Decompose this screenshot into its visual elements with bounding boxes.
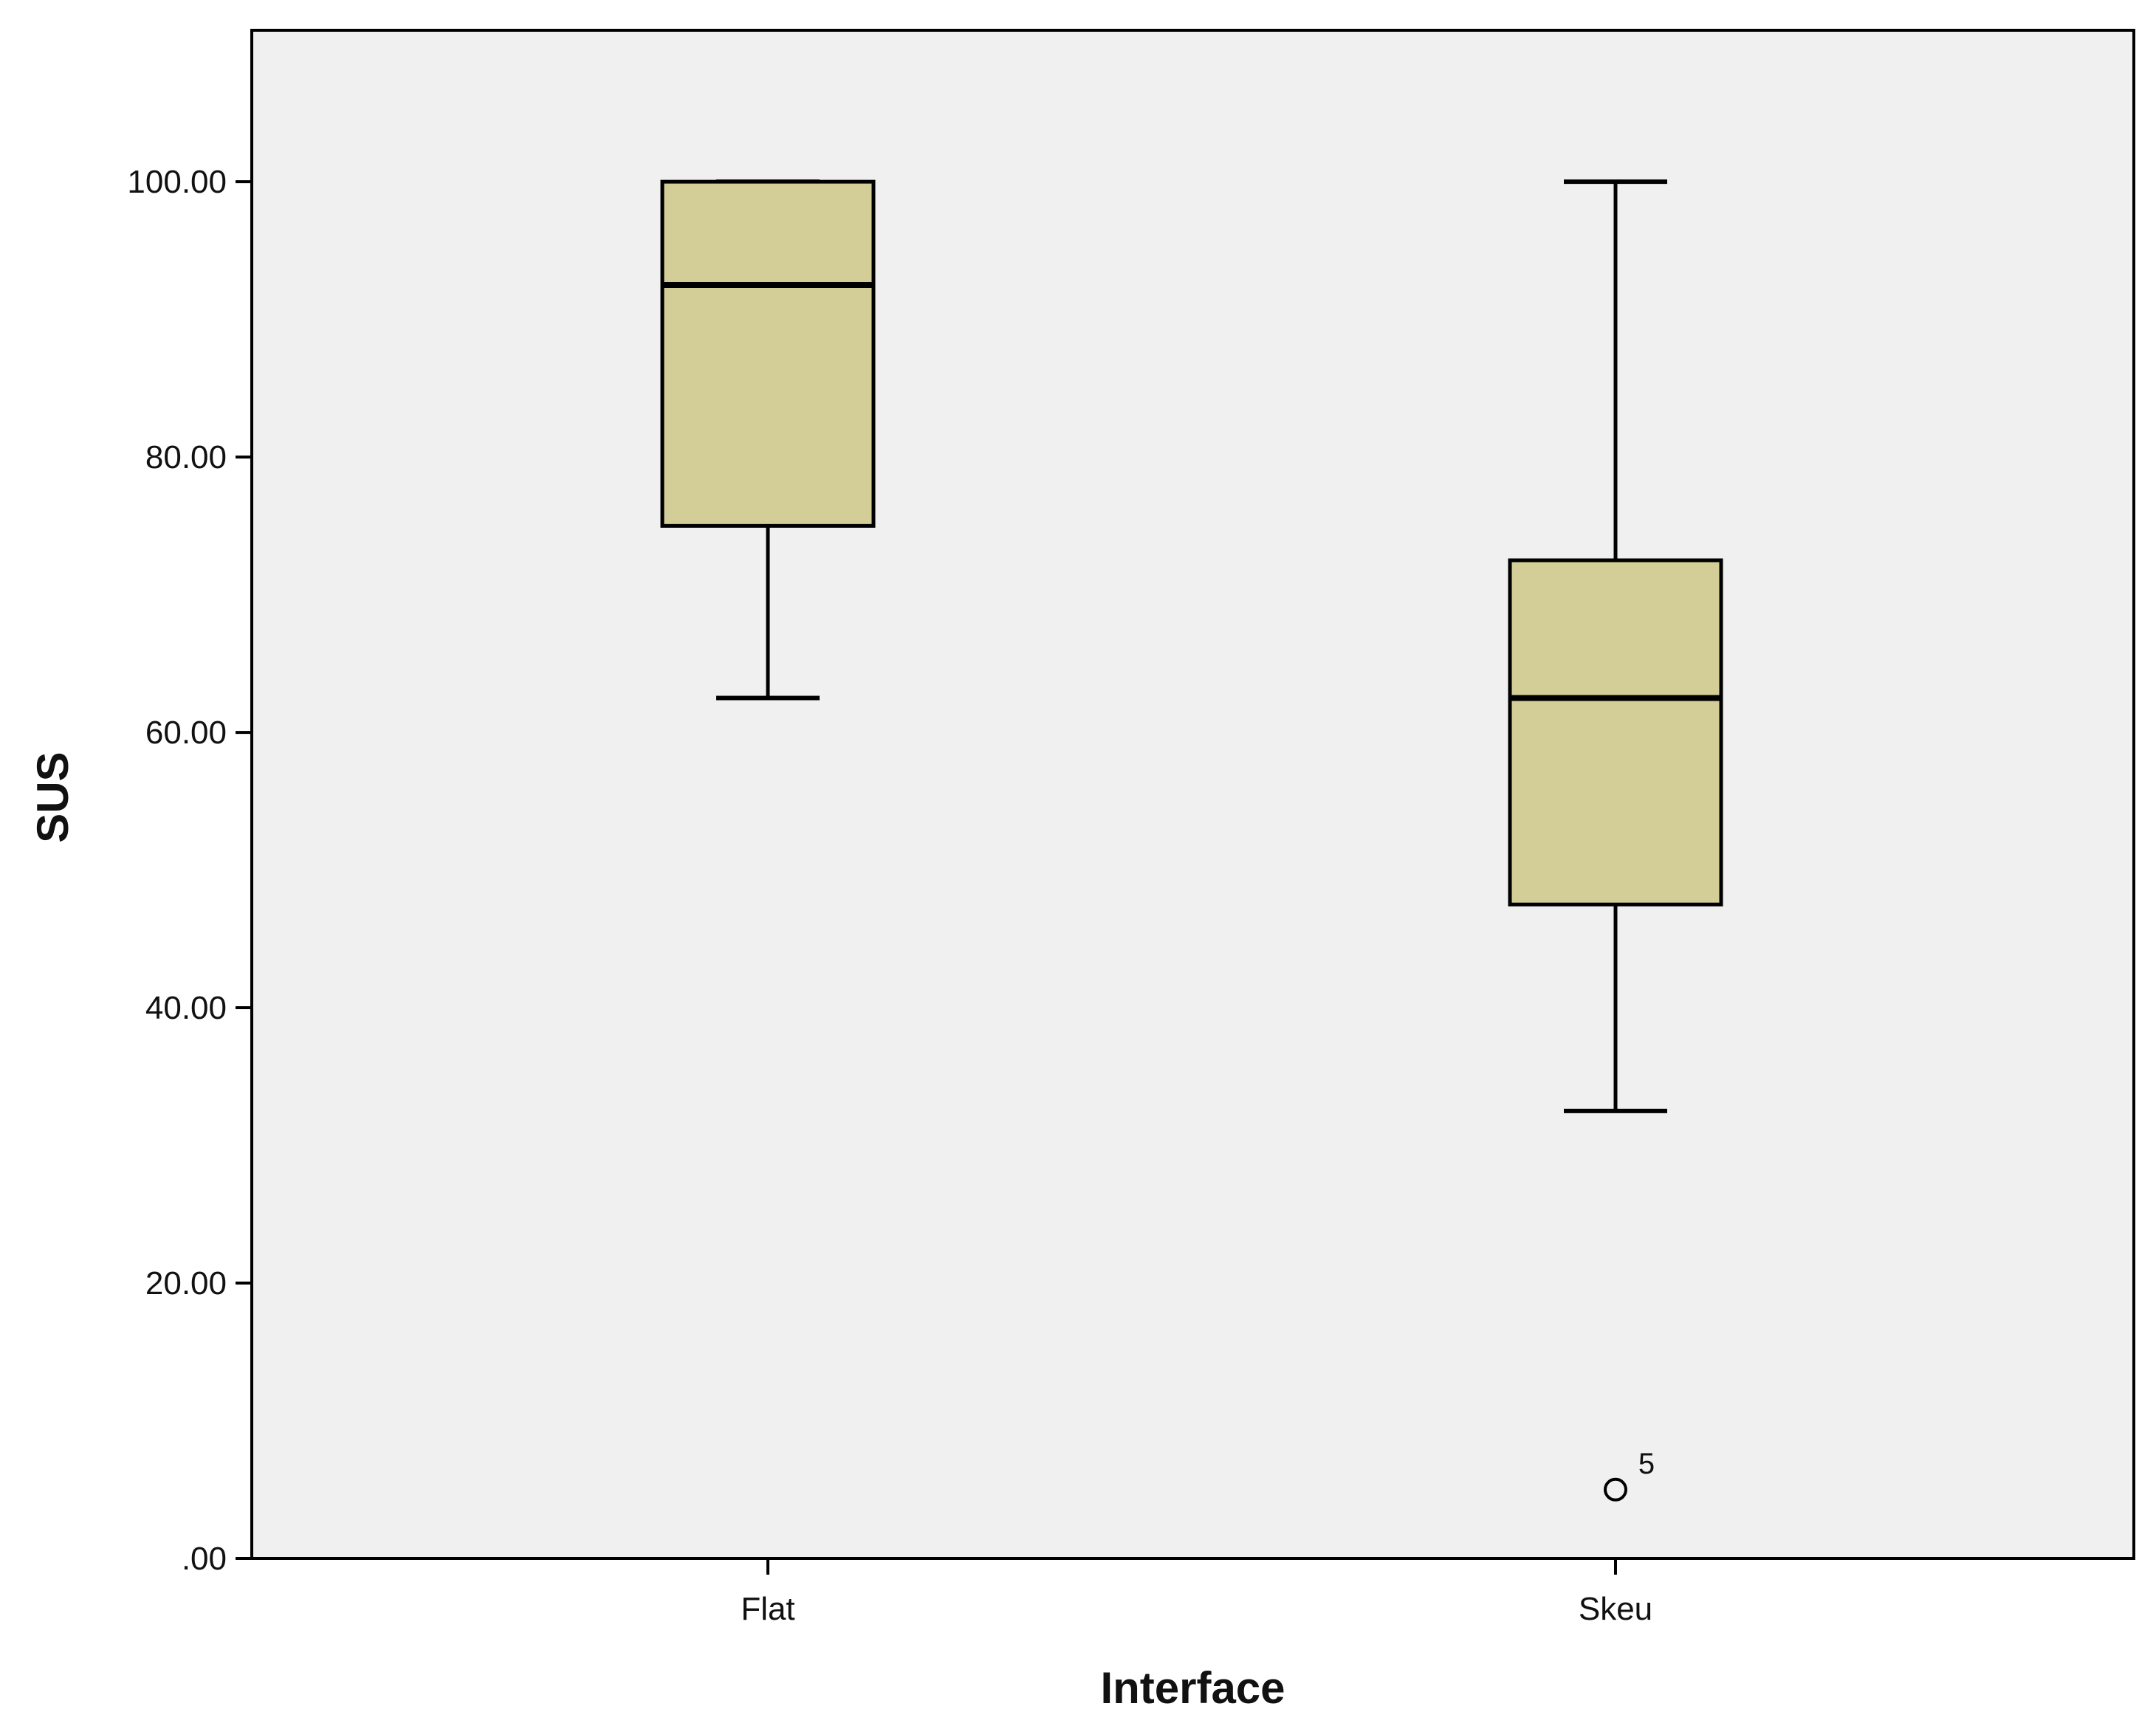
y-tick-label: 20.00	[145, 1265, 227, 1302]
y-tick-label: 100.00	[127, 164, 227, 200]
box-series: 5	[660, 179, 1723, 1502]
outlier-label: 5	[1638, 1448, 1655, 1480]
y-tick-label: 80.00	[145, 439, 227, 475]
x-axis-ticks: Flat Skeu	[741, 1558, 1652, 1627]
x-tick-label: Skeu	[1579, 1591, 1652, 1627]
y-axis-title: SUS	[28, 752, 78, 842]
x-axis-title: Interface	[1100, 1663, 1285, 1713]
y-axis-ticks: .00 20.00 40.00 60.00 80.00 100.00	[127, 164, 252, 1577]
box-flat	[660, 179, 876, 701]
interquartile-box	[1508, 558, 1723, 907]
y-tick-label: 40.00	[145, 990, 227, 1026]
x-tick-label: Flat	[741, 1591, 794, 1627]
y-tick-label: 60.00	[145, 715, 227, 751]
plot-area	[250, 29, 2135, 1560]
outlier-point	[1604, 1477, 1627, 1502]
interquartile-box	[660, 179, 876, 528]
box-skeu: 5	[1508, 179, 1723, 1502]
y-tick-label: .00	[182, 1541, 227, 1577]
